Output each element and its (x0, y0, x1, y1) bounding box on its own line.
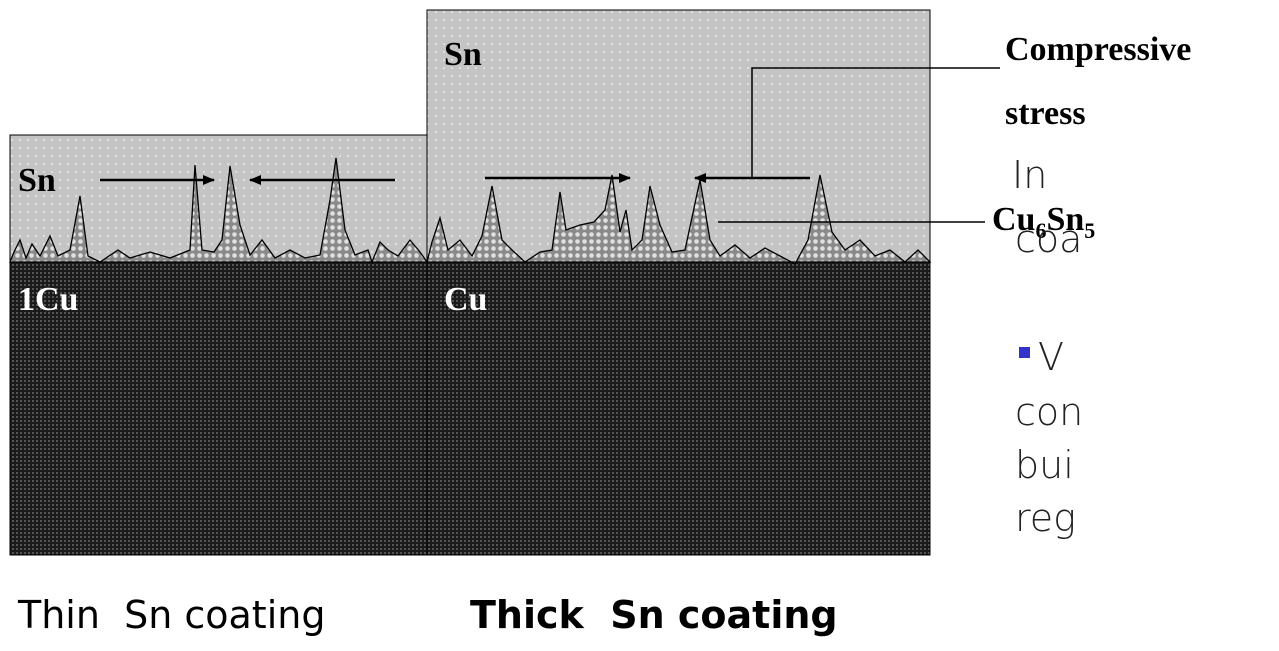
side-text: In (1012, 153, 1047, 197)
sn-label: Sn (18, 162, 56, 199)
compressive-label: Compressive (1005, 31, 1191, 68)
side-text: bui (1015, 443, 1074, 487)
cu-substrate (426, 261, 931, 556)
intermetallic-spikes (9, 157, 429, 264)
label-part: Cu (992, 201, 1035, 238)
thick-block: Sn Cu (426, 9, 932, 556)
intermetallic-spikes (426, 174, 932, 265)
subscript: 6 (1035, 218, 1046, 243)
cu-label: Cu (444, 281, 487, 318)
side-text: con (1015, 390, 1083, 434)
sn-layer (426, 9, 931, 263)
leader-line (751, 67, 1000, 178)
intermetallic-label: Cu6Sn5 (992, 201, 1095, 243)
side-text: V (1038, 335, 1064, 379)
side-text: reg (1015, 496, 1076, 540)
caption: Thin Sn coating (17, 593, 325, 637)
thin-block: Sn 1Cu (9, 134, 429, 556)
cu-substrate (9, 261, 428, 556)
side-text: coa (1015, 217, 1082, 261)
sn-label: Sn (444, 36, 482, 73)
subscript: 5 (1084, 218, 1095, 243)
bullet (1019, 347, 1030, 358)
label-part: Sn (1046, 201, 1084, 238)
compressive-label: stress (1005, 95, 1086, 132)
caption: Thick Sn coating (470, 593, 838, 637)
cu-label: 1Cu (18, 281, 78, 318)
